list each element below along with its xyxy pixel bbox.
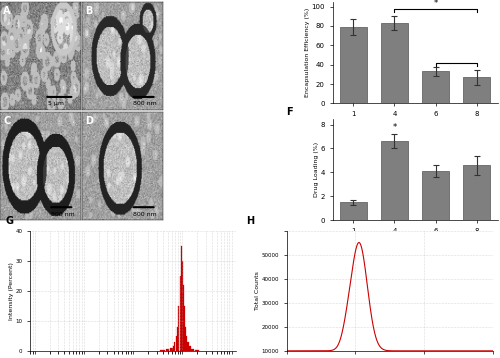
Y-axis label: Drug Loading (%): Drug Loading (%) [314,142,319,197]
X-axis label: GA of PLGA  (mg): GA of PLGA (mg) [384,118,446,125]
X-axis label: GA of PLGA  (mg): GA of PLGA (mg) [384,235,446,242]
Text: F: F [286,107,293,117]
Bar [183,285,184,351]
Bar [186,336,187,351]
Text: B: B [86,6,93,16]
Bar [340,202,366,220]
Y-axis label: Intensity (Percent): Intensity (Percent) [9,262,14,320]
Text: D: D [86,116,94,126]
Bar [172,346,174,351]
Text: G: G [6,216,14,226]
Bar [176,336,177,351]
Text: *: * [392,123,396,132]
Text: 800 nm: 800 nm [51,212,74,217]
Bar [174,342,176,351]
Bar [178,306,180,351]
Text: 5 μm: 5 μm [48,101,64,106]
Bar [381,23,408,103]
Bar [166,349,170,351]
Text: A: A [3,6,10,16]
Bar [464,165,490,220]
Bar [181,246,182,351]
Bar [196,350,199,351]
Bar [188,346,190,351]
Bar [182,261,183,351]
Text: H: H [246,216,254,226]
Bar [340,27,366,103]
Bar [185,327,186,351]
Bar [381,141,408,220]
Text: *: * [434,0,438,8]
Text: C: C [3,116,10,126]
Bar [177,327,178,351]
Bar [464,77,490,103]
Bar [422,72,449,103]
Text: 800 nm: 800 nm [133,101,157,106]
Y-axis label: Encapsulation Efficiency (%): Encapsulation Efficiency (%) [305,8,310,97]
Bar [170,348,172,351]
Bar [422,171,449,220]
Text: 800 nm: 800 nm [133,212,157,217]
Y-axis label: Total Counts: Total Counts [256,271,260,310]
Bar [160,350,165,351]
Bar [184,306,185,351]
Bar [190,349,194,351]
